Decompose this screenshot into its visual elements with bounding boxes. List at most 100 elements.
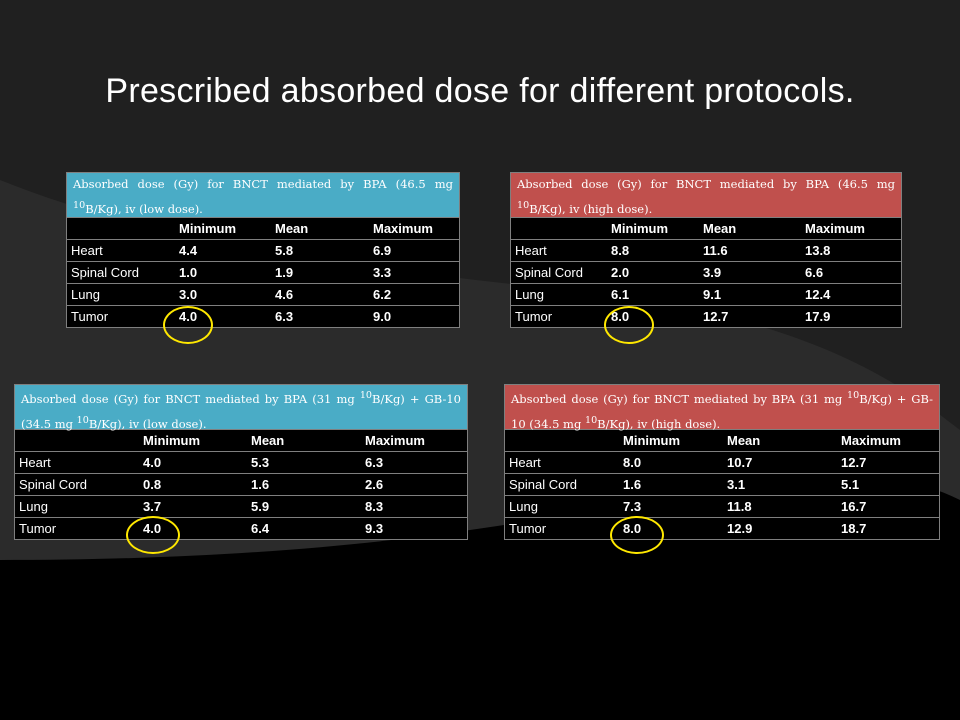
table-cell-value: 11.6	[703, 243, 728, 258]
table-cell-value: 8.8	[611, 243, 630, 258]
table-row: Tumor 4.0 6.3 9.0	[67, 305, 459, 327]
table-cell-value: 1.6	[251, 477, 270, 492]
row-label: Heart	[515, 243, 547, 258]
row-label: Lung	[509, 499, 538, 514]
table-cell-value: 12.7	[703, 309, 729, 324]
highlight-circle	[604, 306, 654, 344]
col-header-minimum: Minimum	[143, 433, 201, 448]
highlight-circle	[126, 516, 180, 554]
col-header-mean: Mean	[275, 221, 309, 236]
table-row: Lung 7.3 11.8 16.7	[505, 495, 939, 517]
table-cell-value: 12.4	[805, 287, 831, 302]
table-row: Tumor 8.0 12.9 18.7	[505, 517, 939, 539]
dose-table-bpa-high: Absorbed dose (Gy) for BNCT mediated by …	[510, 172, 902, 328]
table-cell-value: 4.0	[143, 455, 162, 470]
table-row: Tumor 4.0 6.4 9.3	[15, 517, 467, 539]
table-cell-value: 4.4	[179, 243, 198, 258]
row-label: Spinal Cord	[509, 477, 577, 492]
table-cell-value: 12.7	[841, 455, 867, 470]
table-row: Heart 4.4 5.8 6.9	[67, 239, 459, 261]
table-cell-value: 9.0	[373, 309, 392, 324]
table-cell-value: 4.6	[275, 287, 294, 302]
table-row: Lung 3.0 4.6 6.2	[67, 283, 459, 305]
table-cell-value: 5.9	[251, 499, 270, 514]
table-cell-value: 2.0	[611, 265, 630, 280]
table-cell-value: 5.1	[841, 477, 860, 492]
table-header-row: Minimum Mean Maximum	[15, 429, 467, 451]
table-cell-value: 8.3	[365, 499, 384, 514]
table-cell-value: 8.0	[623, 455, 642, 470]
table-cell-value: 6.3	[275, 309, 294, 324]
table-cell-value: 2.6	[365, 477, 384, 492]
col-header-maximum: Maximum	[365, 433, 425, 448]
col-header-mean: Mean	[727, 433, 761, 448]
table-row: Lung 3.7 5.9 8.3	[15, 495, 467, 517]
table-cell-value: 17.9	[805, 309, 831, 324]
table-cell-value: 9.1	[703, 287, 722, 302]
row-label: Tumor	[509, 521, 547, 536]
table-cell-value: 5.8	[275, 243, 294, 258]
table-cell-value: 6.3	[365, 455, 384, 470]
table-caption: Absorbed dose (Gy) for BNCT mediated by …	[505, 385, 939, 431]
row-label	[15, 430, 139, 451]
table-row: Spinal Cord 1.6 3.1 5.1	[505, 473, 939, 495]
table-cell-value: 6.1	[611, 287, 630, 302]
table-row: Spinal Cord 0.8 1.6 2.6	[15, 473, 467, 495]
table-cell-value: 13.8	[805, 243, 831, 258]
table-cell-value: 1.9	[275, 265, 294, 280]
table-cell-value: 0.8	[143, 477, 162, 492]
row-label: Tumor	[19, 521, 57, 536]
col-header-maximum: Maximum	[373, 221, 433, 236]
slide-title: Prescribed absorbed dose for different p…	[105, 72, 855, 110]
table-cell-value: 11.8	[727, 499, 752, 514]
table-cell-value: 3.1	[727, 477, 746, 492]
row-label: Spinal Cord	[515, 265, 583, 280]
table-cell-value: 3.3	[373, 265, 392, 280]
table-cell-value: 18.7	[841, 521, 867, 536]
highlight-circle	[163, 306, 213, 344]
col-header-mean: Mean	[251, 433, 285, 448]
table-row: Tumor 8.0 12.7 17.9	[511, 305, 901, 327]
highlight-circle	[610, 516, 664, 554]
table-row: Spinal Cord 1.0 1.9 3.3	[67, 261, 459, 283]
table-caption: Absorbed dose (Gy) for BNCT mediated by …	[511, 173, 901, 217]
row-label: Lung	[71, 287, 100, 302]
row-label: Spinal Cord	[19, 477, 87, 492]
table-row: Heart 4.0 5.3 6.3	[15, 451, 467, 473]
row-label	[67, 218, 175, 239]
row-label: Heart	[509, 455, 541, 470]
row-label	[511, 218, 607, 239]
col-header-minimum: Minimum	[179, 221, 237, 236]
col-header-minimum: Minimum	[623, 433, 681, 448]
table-cell-value: 7.3	[623, 499, 642, 514]
table-caption: Absorbed dose (Gy) for BNCT mediated by …	[67, 173, 459, 217]
table-header-row: Minimum Mean Maximum	[511, 217, 901, 239]
table-cell-value: 6.6	[805, 265, 824, 280]
row-label	[505, 430, 619, 451]
table-cell-value: 10.7	[727, 455, 753, 470]
dose-table-bpa-gb10-high: Absorbed dose (Gy) for BNCT mediated by …	[504, 384, 940, 540]
table-row: Lung 6.1 9.1 12.4	[511, 283, 901, 305]
table-cell-value: 12.9	[727, 521, 753, 536]
col-header-mean: Mean	[703, 221, 737, 236]
row-label: Lung	[19, 499, 48, 514]
table-header-row: Minimum Mean Maximum	[67, 217, 459, 239]
table-cell-value: 6.2	[373, 287, 392, 302]
table-cell-value: 3.7	[143, 499, 162, 514]
row-label: Lung	[515, 287, 544, 302]
table-cell-value: 1.6	[623, 477, 642, 492]
table-cell-value: 1.0	[179, 265, 198, 280]
col-header-minimum: Minimum	[611, 221, 669, 236]
col-header-maximum: Maximum	[841, 433, 901, 448]
table-cell-value: 9.3	[365, 521, 384, 536]
table-cell-value: 16.7	[841, 499, 867, 514]
dose-table-bpa-gb10-low: Absorbed dose (Gy) for BNCT mediated by …	[14, 384, 468, 540]
table-row: Spinal Cord 2.0 3.9 6.6	[511, 261, 901, 283]
table-cell-value: 3.9	[703, 265, 722, 280]
table-cell-value: 6.9	[373, 243, 392, 258]
table-header-row: Minimum Mean Maximum	[505, 429, 939, 451]
table-row: Heart 8.0 10.7 12.7	[505, 451, 939, 473]
row-label: Tumor	[71, 309, 109, 324]
row-label: Heart	[19, 455, 51, 470]
dose-table-bpa-low: Absorbed dose (Gy) for BNCT mediated by …	[66, 172, 460, 328]
